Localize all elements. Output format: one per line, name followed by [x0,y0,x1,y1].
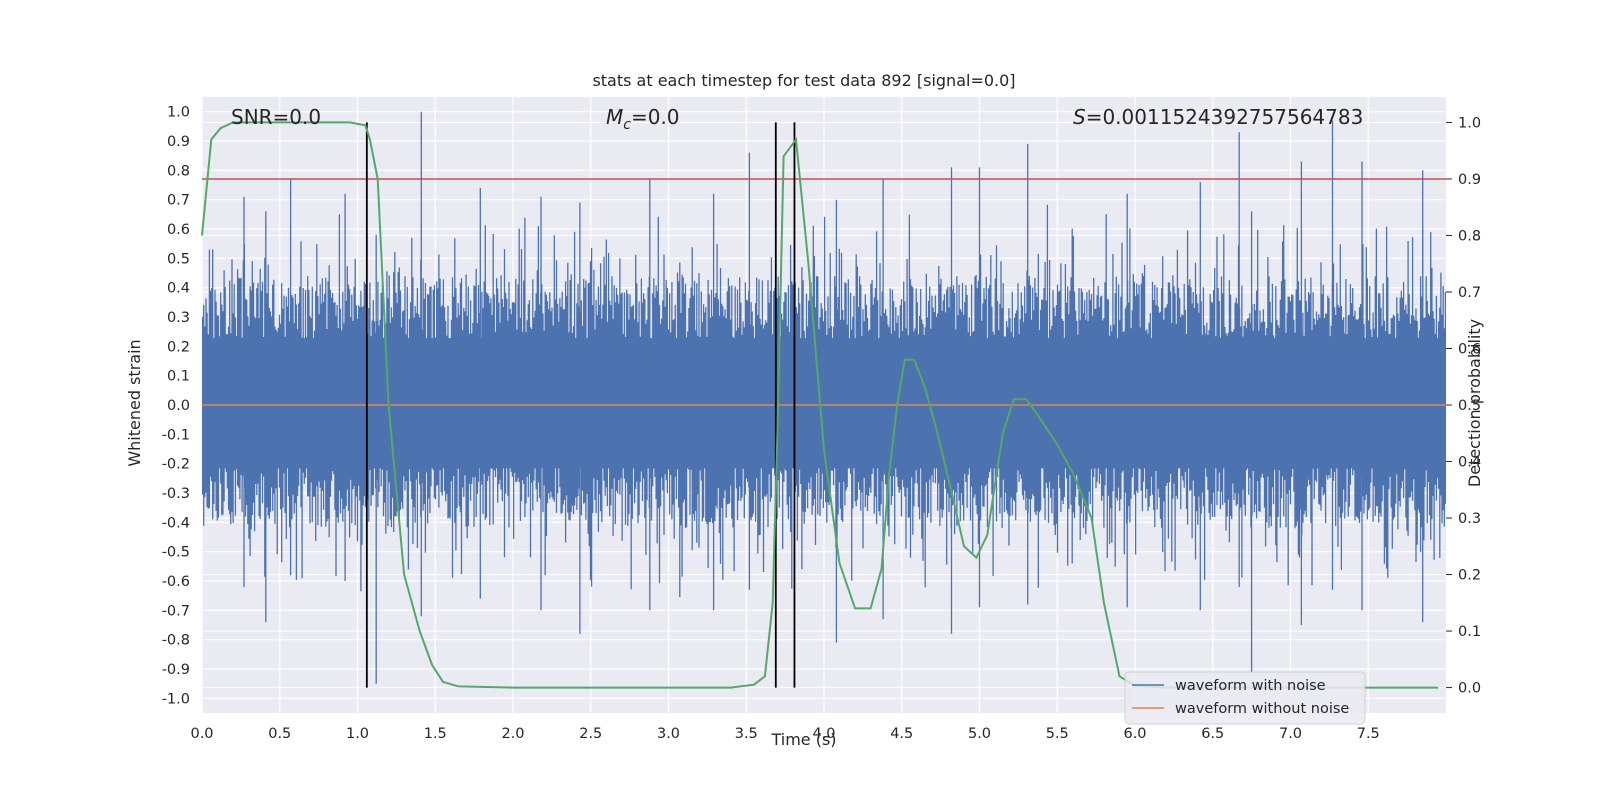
x-tick-label: 1.5 [424,726,447,742]
x-tick-label: 5.5 [1046,726,1069,742]
x-tick-label: 2.0 [501,726,524,742]
y2-tick-label: 0.3 [1458,511,1481,527]
y-tick-label: 0.2 [167,339,190,355]
chirp-mass-subscript: c [623,117,631,133]
y-tick-label: -0.3 [162,486,190,502]
y-tick-label: -0.1 [162,427,190,443]
x-axis-label: Time (s) [770,730,836,749]
probability-curve-trace [201,121,1439,689]
y2-tick-label: 0.7 [1458,285,1481,301]
y-tick-label: 0.5 [167,251,190,267]
y-tick-label: 0.7 [167,193,190,209]
x-tick-label: 6.5 [1201,726,1224,742]
y-tick-label: 0.1 [167,369,190,385]
y-tick-label: -0.5 [162,545,190,561]
y2-tick-label: 0.2 [1458,568,1481,584]
s-symbol: S [1073,105,1086,129]
y-tick-label: 1.0 [167,105,190,121]
y-tick-label: 0.6 [167,222,190,238]
y-tick-label: -0.2 [162,457,190,473]
y2-tick-label: 1.0 [1458,115,1481,131]
y-tick-label: 0.4 [167,281,190,297]
chirp-mass-value: =0.0 [631,105,680,129]
y2-tick-label: 0.4 [1458,455,1481,471]
s-annotation: S=0.0011524392757564783 [1073,105,1363,129]
y2-tick-label: 0.9 [1458,172,1481,188]
chart-title: stats at each timestep for test data 892… [592,71,1015,90]
legend-label-clean: waveform without noise [1175,701,1349,717]
y2-tick-label: 0.0 [1458,681,1481,697]
y-tick-label: -0.8 [162,633,190,649]
x-tick-label: 3.0 [657,726,680,742]
s-value: =0.0011524392757564783 [1086,105,1364,129]
y-tick-label: 0.9 [167,134,190,150]
y2-axis-label: Detection probability [1465,319,1484,487]
x-tick-label: 0.5 [268,726,291,742]
y-tick-label: -0.4 [162,515,190,531]
legend: waveform with noise waveform without noi… [1124,671,1366,725]
y-axis-label: Whitened strain [125,339,144,466]
y2-axis-ticks: 1.0 0.9 0.8 0.7 0.6 0.5 0.4 0.3 0.2 0.1 0.0 [1446,115,1481,697]
y-tick-label: 0.0 [167,398,190,414]
x-tick-label: 4.0 [812,726,835,742]
y-tick-label: 0.8 [167,163,190,179]
vertical-markers [365,122,796,688]
y-axis-ticks: 1.0 0.9 0.8 0.7 0.6 0.5 0.4 0.3 0.2 0.1 0.0 -0.1 -0.… [162,105,190,708]
y2-tick-label: 0.6 [1458,341,1481,357]
x-tick-label: 2.5 [579,726,602,742]
x-tick-label: 3.5 [735,726,758,742]
y-tick-label: -0.7 [162,603,190,619]
chirp-mass-symbol: M [606,105,623,129]
x-tick-label: 7.0 [1279,726,1302,742]
x-tick-label: 4.5 [890,726,913,742]
x-tick-label: 1.0 [346,726,369,742]
x-tick-label: 0.0 [190,726,213,742]
y-tick-label: -0.6 [162,574,190,590]
y2-tick-label: 0.5 [1458,398,1481,414]
chirp-mass-annotation: Mc=0.0 [606,105,680,133]
y2-tick-label: 0.8 [1458,228,1481,244]
legend-label-noise: waveform with noise [1175,678,1326,694]
legend-box [1124,671,1366,725]
y2-tick-label: 0.1 [1458,624,1481,640]
x-tick-label: 5.0 [968,726,991,742]
probability-curve [201,121,1439,689]
x-tick-label: 7.5 [1357,726,1380,742]
x-tick-label: 6.0 [1123,726,1146,742]
y-tick-label: 0.3 [167,310,190,326]
x-axis-ticks: 0.0 0.5 1.0 1.5 2.0 2.5 3.0 3.5 4.0 4.5 5.0 5.5 6.0 6… [190,726,1379,742]
snr-annotation: SNR=0.0 [231,105,321,129]
y-tick-label: -0.9 [162,662,190,678]
y-tick-label: -1.0 [162,691,190,707]
